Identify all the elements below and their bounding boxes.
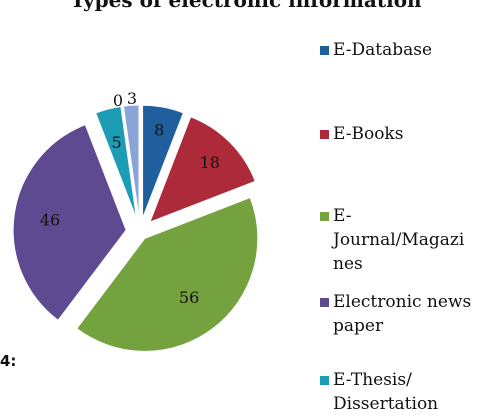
figure-label: 4: [0,352,17,370]
data-label: 46 [40,210,60,229]
legend-label: E-Database [333,40,433,60]
data-label: 8 [154,120,164,139]
pie-slice-e-thesis-dissertation [95,105,137,219]
pie-slices [12,104,259,352]
pie-slice-unnamed-6 [122,104,140,219]
pie-slice-electronic-news-paper [12,124,127,321]
legend-swatch [320,376,329,385]
data-label: 18 [200,153,220,172]
legend-swatch [320,298,329,307]
pie-slice-e-books [149,116,256,223]
legend-label: E- Journal/Magazi nes [333,206,465,274]
data-label: 56 [179,288,199,307]
legend-swatch [320,46,329,55]
legend-label: Electronic news paper [333,292,472,336]
pie-slice-e-journal-magazines [76,196,259,352]
data-label: 0 [113,91,123,110]
data-label: 5 [112,133,122,152]
data-label: 3 [127,89,137,108]
legend-swatch [320,212,329,221]
legend-label: E-Thesis/Dissertation [333,370,439,414]
legend-swatch [320,130,329,139]
pie-slice-e-database [142,104,185,219]
chart-title: Types of electronic information [70,0,422,12]
pie-data-labels: 8 18 56 46 5 0 3 [40,89,220,307]
legend-label: E-Books [333,124,404,144]
